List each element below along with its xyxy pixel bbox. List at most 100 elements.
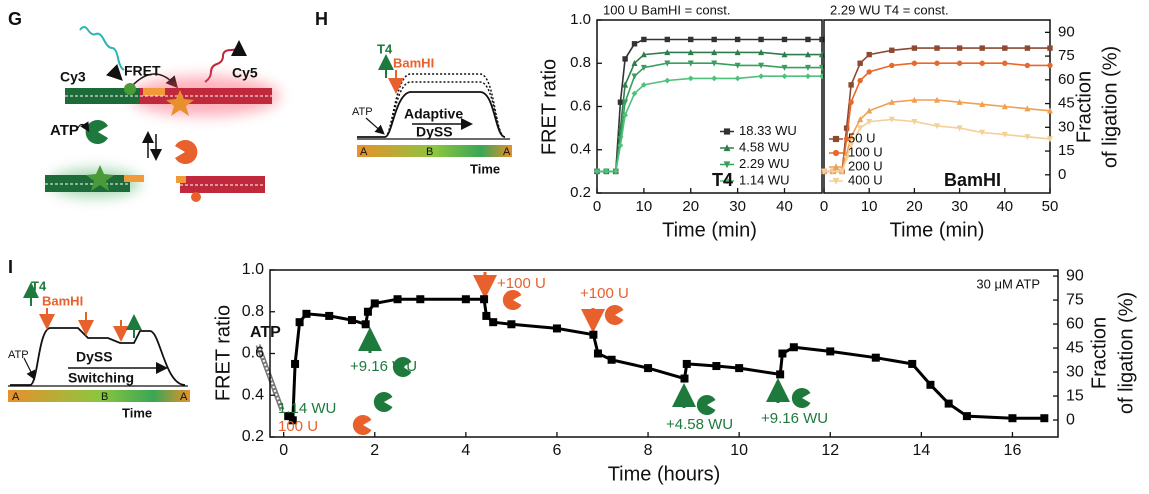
x-tick-label: 40 xyxy=(996,198,1013,215)
data-point xyxy=(734,62,741,69)
y2-tick-label: 90 xyxy=(1066,267,1084,284)
legend-marker xyxy=(723,161,731,169)
sticky-end xyxy=(143,88,165,96)
data-point xyxy=(594,168,600,175)
legend-label: 400 U xyxy=(848,172,883,187)
annotation: BamHI xyxy=(944,170,1001,190)
label: Cy5 xyxy=(232,65,258,81)
y-tick-label: 0.2 xyxy=(242,428,264,445)
y2-tick-label: 15 xyxy=(1058,142,1075,159)
x-axis-label: Time (min) xyxy=(890,219,985,241)
label: Time xyxy=(470,161,500,176)
data-point xyxy=(866,69,872,75)
data-point xyxy=(933,96,941,103)
cy5-dye xyxy=(191,192,201,202)
x-tick-label: 2 xyxy=(370,442,379,459)
data-point xyxy=(956,98,963,105)
data-point xyxy=(1046,107,1054,114)
y-tick-label: 0.6 xyxy=(242,345,264,362)
data-point xyxy=(664,36,671,43)
y2-tick-label: 15 xyxy=(1066,387,1084,404)
x-tick-label: 30 xyxy=(729,198,746,215)
sticky-end xyxy=(176,176,186,183)
data-point xyxy=(857,60,863,66)
data-point xyxy=(712,362,721,371)
y2-tick-label: 60 xyxy=(1058,71,1075,88)
y-tick-label: 1.0 xyxy=(570,11,591,28)
curve xyxy=(384,81,506,138)
x-tick-label: 6 xyxy=(553,442,562,459)
legend-label: 18.33 WU xyxy=(739,123,797,138)
data-point xyxy=(680,374,689,383)
y-tick-label: 0.6 xyxy=(570,97,591,114)
y-tick-label: 0.8 xyxy=(242,303,264,320)
annotation: +9.16 WU xyxy=(350,358,417,375)
data-point xyxy=(622,112,629,119)
atp-arrow xyxy=(257,344,283,411)
x-tick-label: 4 xyxy=(461,442,470,459)
data-point xyxy=(758,73,764,80)
enzyme-icon xyxy=(604,305,624,325)
data-point xyxy=(302,309,311,318)
y2-tick-label: 0 xyxy=(1058,166,1066,183)
data-point xyxy=(781,51,788,58)
x-tick-label: 16 xyxy=(1004,442,1022,459)
data-point xyxy=(888,98,895,105)
data-point xyxy=(911,118,918,125)
data-point xyxy=(857,116,864,123)
data-point xyxy=(1001,103,1008,110)
x-tick-label: 0 xyxy=(593,198,601,215)
x-tick-label: 50 xyxy=(1042,198,1059,215)
panel-label: I xyxy=(8,257,13,277)
data-point xyxy=(804,64,811,71)
data-point xyxy=(866,107,873,114)
x-tick-label: 14 xyxy=(912,442,930,459)
y2-tick-label: 0 xyxy=(1066,411,1075,428)
data-point xyxy=(1047,45,1053,51)
data-point xyxy=(776,370,785,379)
enzyme-icon xyxy=(352,415,372,435)
x-tick-label: 12 xyxy=(821,442,839,459)
x-tick-label: 8 xyxy=(644,442,653,459)
legend-marker xyxy=(832,163,840,171)
annotation: +100 U xyxy=(580,285,629,302)
data-point xyxy=(295,318,304,327)
data-point xyxy=(805,36,811,43)
excitation-wave xyxy=(79,26,125,71)
data-point xyxy=(734,49,741,56)
y2-tick-label: 30 xyxy=(1066,363,1084,380)
data-point xyxy=(711,36,717,43)
y2-tick-label: 45 xyxy=(1066,339,1084,356)
legend-marker xyxy=(723,128,731,135)
data-point xyxy=(843,155,850,162)
y2-tick-label: 45 xyxy=(1058,95,1075,112)
data-point xyxy=(640,51,647,58)
data-point xyxy=(789,343,798,352)
cy3-dye xyxy=(124,83,136,95)
legend-marker xyxy=(723,144,731,152)
annotation: +4.58 WU xyxy=(666,416,733,433)
data-point xyxy=(979,45,985,51)
data-point xyxy=(622,56,628,62)
data-point xyxy=(461,295,470,304)
y2-tick-label: 75 xyxy=(1058,47,1075,64)
y2-axis-label: Fraction xyxy=(1088,317,1110,389)
label: A xyxy=(360,146,368,158)
data-point xyxy=(758,62,765,69)
label: ATP xyxy=(352,106,373,118)
data-point xyxy=(866,51,872,58)
data-point xyxy=(682,359,691,368)
x-tick-label: 20 xyxy=(906,198,923,215)
data-point xyxy=(934,45,940,51)
plot-frame xyxy=(823,19,1051,194)
x-axis-label: Time (min) xyxy=(662,219,757,241)
data-point xyxy=(664,49,671,56)
data-point xyxy=(631,41,638,47)
data-point xyxy=(593,349,602,358)
label: ATP xyxy=(8,349,29,361)
panel-label: H xyxy=(315,9,328,29)
y2-axis-label: Fraction xyxy=(1073,71,1095,143)
data-point xyxy=(347,316,356,325)
arrow xyxy=(365,117,385,135)
data-point xyxy=(848,133,855,140)
